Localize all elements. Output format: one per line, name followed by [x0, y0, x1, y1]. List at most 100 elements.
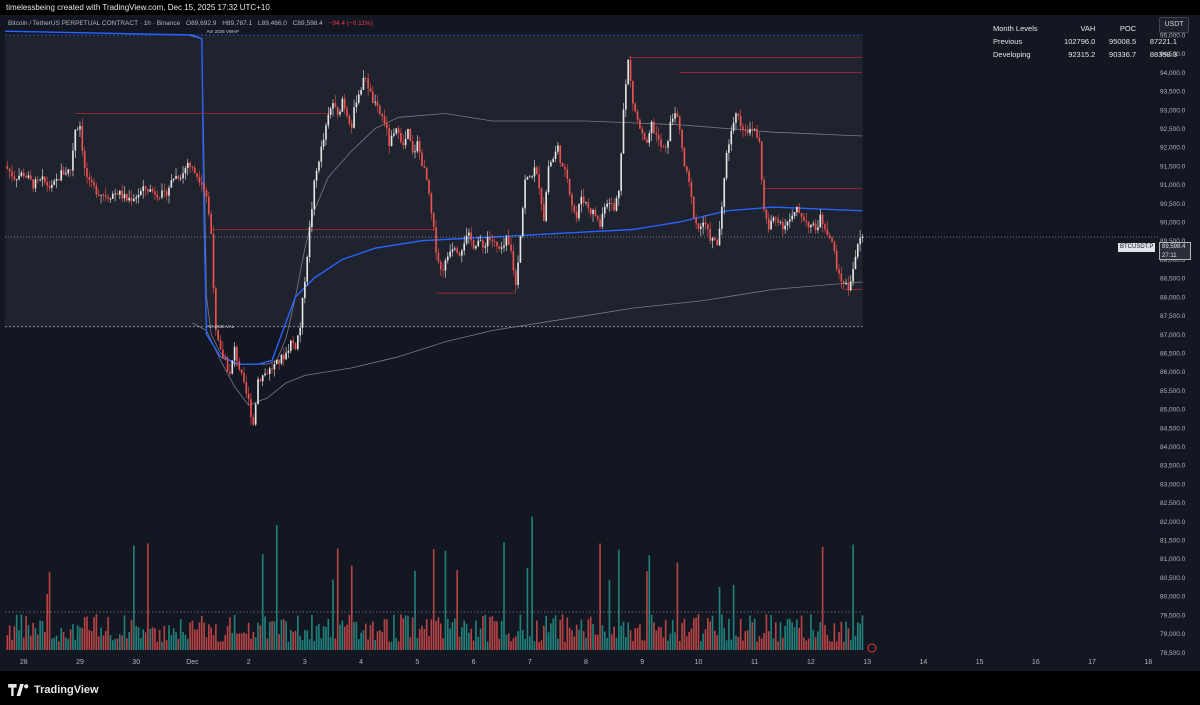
- volume-bar: [102, 635, 105, 650]
- volume-bar: [751, 622, 754, 650]
- candle-body: [208, 196, 210, 214]
- volume-bar: [395, 637, 398, 650]
- candle-body: [723, 178, 726, 207]
- candle-body: [833, 241, 836, 252]
- candle-body: [294, 343, 297, 350]
- candle-body: [463, 243, 466, 251]
- candle-body: [388, 128, 391, 146]
- candle-body: [503, 245, 505, 248]
- candle-body: [681, 129, 683, 149]
- table-cell: 88358.3: [1149, 50, 1177, 59]
- volume-bar: [222, 641, 224, 650]
- candle-body: [205, 190, 208, 197]
- ohlc-open: O89,692.9: [186, 20, 217, 27]
- volume-bar: [749, 615, 751, 650]
- volume-bar: [496, 621, 498, 650]
- volume-bar: [777, 641, 779, 650]
- volume-bar: [697, 614, 700, 650]
- volume-bar: [367, 639, 369, 650]
- candle-body: [838, 269, 840, 274]
- volume-bar: [650, 614, 653, 650]
- candle-body: [104, 195, 107, 197]
- volume-bar: [432, 549, 435, 650]
- volume-bar: [208, 624, 210, 650]
- candle-body: [224, 358, 227, 360]
- volume-bar: [784, 626, 786, 650]
- candle-body: [250, 399, 252, 418]
- volume-bar: [461, 627, 463, 650]
- candle-body: [210, 213, 212, 234]
- candle-body: [486, 237, 489, 247]
- x-tick-label: 3: [303, 659, 307, 666]
- symbol-legend[interactable]: Bitcoin / TetherUS PERPETUAL CONTRACT · …: [8, 20, 377, 27]
- volume-bar: [175, 632, 177, 650]
- volume-bar: [859, 623, 861, 650]
- candle-body: [725, 152, 728, 179]
- candle-body: [451, 249, 454, 252]
- candle-body: [763, 179, 765, 210]
- candle-body: [779, 222, 782, 223]
- candle-body: [184, 168, 187, 174]
- candle-body: [814, 223, 817, 231]
- tradingview-logo[interactable]: TradingView: [8, 680, 99, 700]
- candle-body: [280, 354, 283, 364]
- candle-body: [20, 172, 23, 176]
- candle-body: [212, 233, 215, 289]
- volume-bar: [528, 636, 531, 650]
- candle-body: [334, 103, 337, 107]
- volume-bar: [831, 641, 833, 650]
- candle-body: [97, 194, 100, 196]
- volume-bar: [215, 624, 217, 650]
- volume-bar: [664, 619, 667, 650]
- volume-bar: [397, 641, 400, 650]
- volume-bar: [620, 625, 622, 650]
- candle-body: [252, 417, 255, 425]
- candle-body: [62, 170, 65, 175]
- volume-bar: [437, 617, 440, 650]
- y-tick-label: 80,500.0: [1160, 575, 1186, 582]
- volume-bar: [557, 638, 559, 650]
- x-tick-label: 6: [472, 659, 476, 666]
- volume-bar: [252, 631, 255, 650]
- candle-body: [601, 213, 604, 227]
- candle-body: [664, 146, 667, 148]
- candle-body: [526, 176, 529, 180]
- volume-bar: [514, 636, 517, 650]
- volume-bar: [390, 641, 393, 650]
- volume-bar: [477, 636, 480, 650]
- volume-bar: [182, 631, 184, 650]
- currency-unit-button[interactable]: USDT: [1159, 17, 1189, 33]
- x-tick-label: 30: [132, 659, 140, 666]
- volume-bar: [814, 637, 817, 650]
- volume-bar: [184, 634, 187, 650]
- volume-bar: [233, 614, 236, 650]
- candle-body: [634, 103, 637, 112]
- volume-bar: [533, 641, 536, 650]
- volume-bar: [742, 640, 744, 650]
- candle-body: [81, 125, 84, 151]
- volume-bar: [845, 621, 847, 650]
- volume-bar: [402, 618, 405, 650]
- x-tick-label: 12: [807, 659, 815, 666]
- volume-bar: [699, 641, 702, 650]
- candle-body: [498, 246, 501, 249]
- x-tick-label: Dec: [186, 659, 199, 666]
- candle-body: [770, 220, 772, 230]
- table-cell: 92315.2: [1068, 50, 1096, 59]
- alert-icon[interactable]: [867, 643, 877, 653]
- candle-body: [571, 194, 573, 206]
- volume-bar: [793, 626, 796, 650]
- volume-bar: [779, 622, 782, 650]
- volume-bar: [568, 627, 571, 650]
- candle-body: [714, 238, 716, 241]
- candle-body: [172, 178, 175, 181]
- volume-bar: [669, 633, 672, 650]
- bar-countdown: 27:11: [1162, 253, 1177, 259]
- candle-body: [505, 236, 508, 246]
- candle-body: [730, 130, 733, 145]
- volume-bar: [144, 632, 147, 650]
- volume-bar: [306, 630, 309, 650]
- candle-body: [671, 118, 674, 122]
- brand-name: TradingView: [34, 684, 99, 696]
